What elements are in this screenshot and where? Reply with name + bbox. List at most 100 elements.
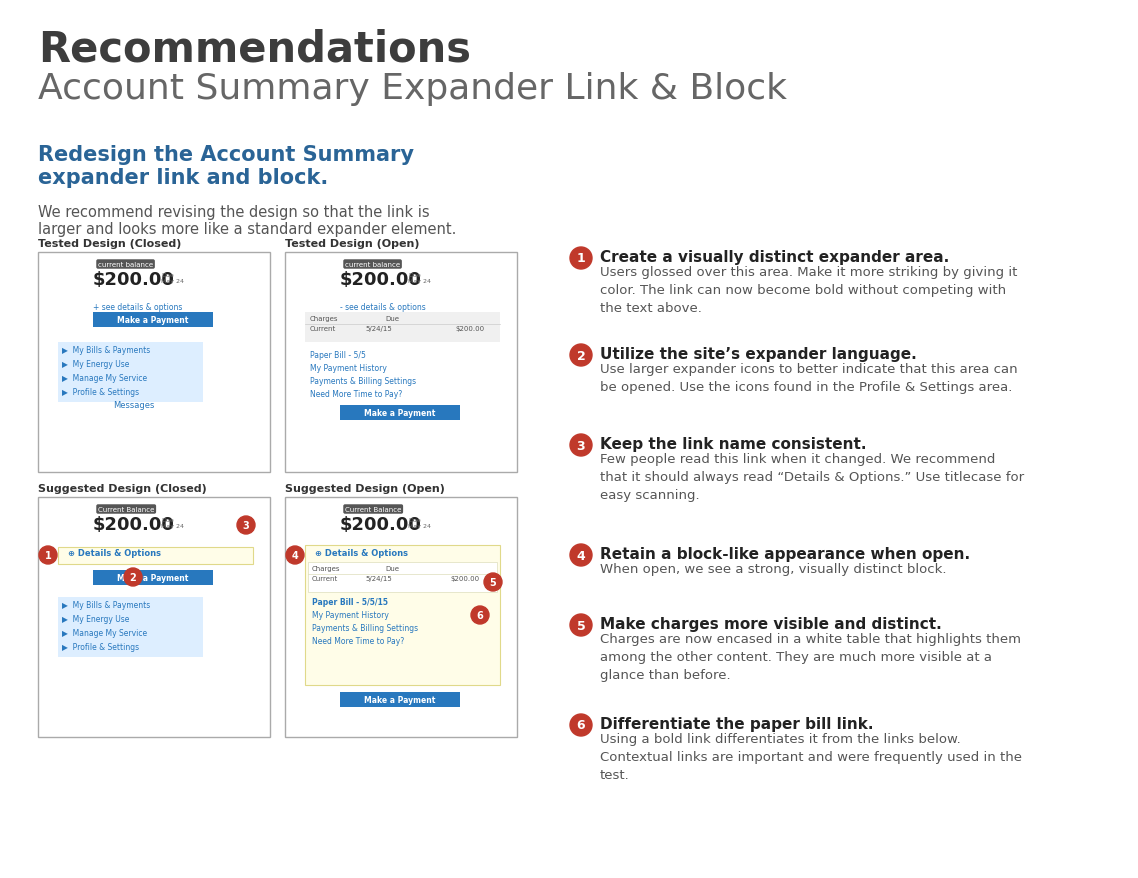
Text: + see details & options: + see details & options (93, 303, 182, 312)
Text: Current: Current (310, 326, 336, 332)
FancyBboxPatch shape (340, 692, 460, 707)
Text: Using a bold link differentiates it from the links below.
Contextual links are i: Using a bold link differentiates it from… (600, 732, 1022, 781)
Text: My Payment History: My Payment History (312, 610, 389, 619)
Text: Due
May 24: Due May 24 (160, 517, 184, 529)
Text: Messages: Messages (113, 400, 155, 409)
Circle shape (124, 568, 142, 587)
Text: Due: Due (385, 565, 399, 572)
Text: 1: 1 (577, 252, 585, 265)
Text: ▶  Manage My Service: ▶ Manage My Service (61, 373, 147, 383)
Text: Due: Due (385, 315, 399, 321)
Text: Need More Time to Pay?: Need More Time to Pay? (312, 637, 404, 645)
Text: 2: 2 (577, 349, 585, 362)
FancyBboxPatch shape (93, 313, 213, 327)
Text: My Payment History: My Payment History (310, 363, 387, 372)
FancyBboxPatch shape (93, 571, 213, 586)
Text: Paper Bill - 5/5: Paper Bill - 5/5 (310, 350, 366, 360)
Text: $200.00: $200.00 (340, 270, 422, 289)
Text: Current Balance: Current Balance (98, 507, 155, 513)
Text: $200.00: $200.00 (93, 270, 175, 289)
Text: ▶  Profile & Settings: ▶ Profile & Settings (61, 387, 139, 397)
Text: Due
May 24: Due May 24 (409, 273, 431, 284)
Text: Make a Payment: Make a Payment (364, 695, 436, 704)
Text: Use larger expander icons to better indicate that this area can
be opened. Use t: Use larger expander icons to better indi… (600, 363, 1017, 393)
Circle shape (471, 607, 489, 624)
Text: Due
May 24: Due May 24 (409, 517, 431, 529)
Text: ▶  Manage My Service: ▶ Manage My Service (61, 629, 147, 637)
FancyBboxPatch shape (308, 563, 497, 593)
Text: 3: 3 (242, 521, 249, 530)
Circle shape (570, 714, 592, 736)
Text: Make a Payment: Make a Payment (117, 573, 189, 582)
Text: 6: 6 (477, 610, 484, 620)
Circle shape (286, 546, 304, 565)
FancyBboxPatch shape (305, 545, 500, 685)
Text: Redesign the Account Summary: Redesign the Account Summary (38, 145, 414, 165)
Text: Make charges more visible and distinct.: Make charges more visible and distinct. (600, 616, 942, 631)
Text: current balance: current balance (345, 262, 401, 268)
Text: Payments & Billing Settings: Payments & Billing Settings (312, 623, 418, 632)
Text: Utilize the site’s expander language.: Utilize the site’s expander language. (600, 347, 917, 362)
Text: Few people read this link when it changed. We recommend
that it should always re: Few people read this link when it change… (600, 452, 1024, 501)
Text: Current Balance: Current Balance (345, 507, 402, 513)
Text: ⊕ Details & Options: ⊕ Details & Options (68, 549, 160, 558)
Circle shape (237, 516, 255, 535)
Text: Charges: Charges (312, 565, 340, 572)
Text: - see details & options: - see details & options (340, 303, 426, 312)
Text: Differentiate the paper bill link.: Differentiate the paper bill link. (600, 716, 874, 731)
Text: expander link and block.: expander link and block. (38, 168, 328, 188)
Text: Users glossed over this area. Make it more striking by giving it
color. The link: Users glossed over this area. Make it mo… (600, 266, 1017, 314)
Text: Tested Design (Open): Tested Design (Open) (284, 239, 420, 248)
Text: 5: 5 (577, 619, 585, 632)
Text: Keep the link name consistent.: Keep the link name consistent. (600, 436, 866, 451)
Text: Create a visually distinct expander area.: Create a visually distinct expander area… (600, 249, 949, 264)
FancyBboxPatch shape (58, 342, 203, 402)
Text: Make a Payment: Make a Payment (117, 315, 189, 325)
Text: $200.00: $200.00 (93, 515, 175, 534)
FancyBboxPatch shape (38, 498, 270, 738)
Text: ⊕ Details & Options: ⊕ Details & Options (315, 549, 409, 558)
Text: When open, we see a strong, visually distinct block.: When open, we see a strong, visually dis… (600, 563, 947, 575)
Text: ▶  My Energy Use: ▶ My Energy Use (61, 360, 130, 369)
Text: Charges: Charges (310, 315, 338, 321)
FancyBboxPatch shape (305, 313, 500, 342)
Text: Due
May 24: Due May 24 (160, 273, 184, 284)
Text: Need More Time to Pay?: Need More Time to Pay? (310, 390, 402, 399)
Text: Make a Payment: Make a Payment (364, 408, 436, 418)
Circle shape (39, 546, 57, 565)
Text: Paper Bill - 5/5/15: Paper Bill - 5/5/15 (312, 597, 388, 607)
Text: $200.00: $200.00 (450, 575, 479, 581)
Text: 6: 6 (577, 719, 585, 731)
Text: 5/24/15: 5/24/15 (365, 575, 391, 581)
Text: ▶  My Bills & Payments: ▶ My Bills & Payments (61, 601, 150, 609)
Text: 3: 3 (577, 439, 585, 452)
Text: We recommend revising the design so that the link is: We recommend revising the design so that… (38, 205, 430, 220)
Text: Account Summary Expander Link & Block: Account Summary Expander Link & Block (38, 72, 787, 106)
Circle shape (570, 435, 592, 457)
Circle shape (484, 573, 502, 591)
Text: 4: 4 (577, 549, 585, 562)
Text: $200.00: $200.00 (340, 515, 422, 534)
Text: Retain a block-like appearance when open.: Retain a block-like appearance when open… (600, 546, 970, 561)
FancyBboxPatch shape (58, 547, 253, 565)
Text: $200.00: $200.00 (455, 326, 484, 332)
Text: 1: 1 (44, 551, 51, 560)
Text: Suggested Design (Closed): Suggested Design (Closed) (38, 484, 207, 493)
Circle shape (570, 248, 592, 270)
Text: Suggested Design (Open): Suggested Design (Open) (284, 484, 445, 493)
Circle shape (570, 344, 592, 367)
Text: larger and looks more like a standard expander element.: larger and looks more like a standard ex… (38, 222, 456, 237)
Text: current balance: current balance (98, 262, 154, 268)
Circle shape (570, 615, 592, 637)
Text: ▶  Profile & Settings: ▶ Profile & Settings (61, 643, 139, 651)
Circle shape (570, 544, 592, 566)
Text: 5/24/15: 5/24/15 (365, 326, 391, 332)
Text: 5: 5 (489, 578, 496, 587)
FancyBboxPatch shape (340, 406, 460, 421)
Text: ▶  My Energy Use: ▶ My Energy Use (61, 615, 130, 623)
Text: Current: Current (312, 575, 338, 581)
Text: Payments & Billing Settings: Payments & Billing Settings (310, 377, 417, 385)
Text: 4: 4 (291, 551, 298, 560)
Text: Tested Design (Closed): Tested Design (Closed) (38, 239, 181, 248)
Text: 2: 2 (130, 572, 137, 582)
